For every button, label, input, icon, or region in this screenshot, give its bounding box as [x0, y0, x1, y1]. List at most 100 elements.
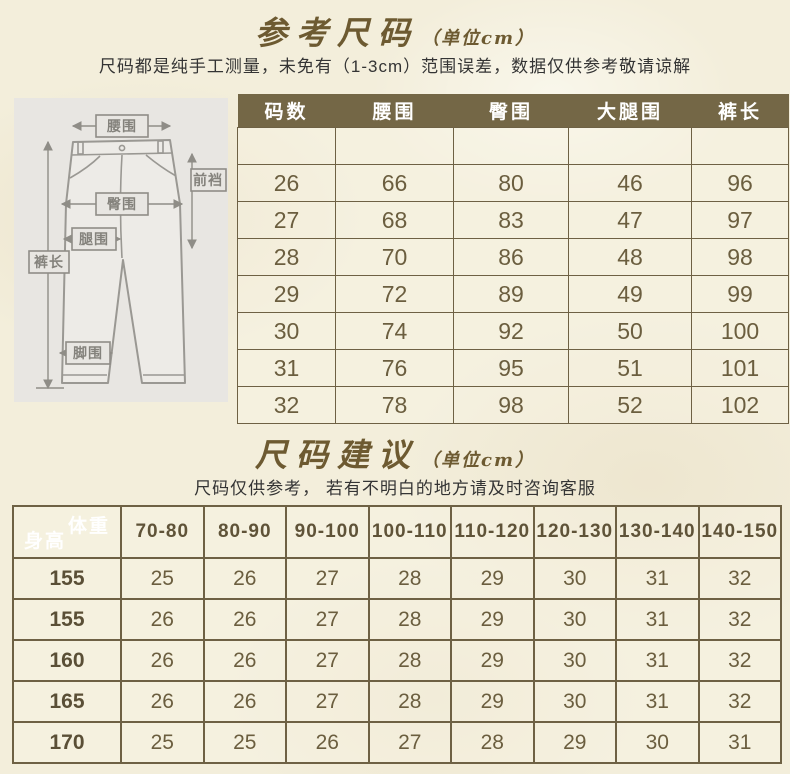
table-cell: [237, 127, 336, 165]
table-row: 160 26 26 27 28 29 30 31 32: [12, 639, 782, 682]
size-reference-table: 码数 腰围 臀围 大腿围 裤长 26 66 80 46 96 27 68 83 47 97 28 70…: [237, 94, 789, 424]
height-row-header: 165: [12, 680, 122, 723]
waistband-line: [70, 152, 174, 156]
table-cell: 27: [285, 639, 370, 682]
table-cell: 29: [532, 721, 617, 764]
table-cell: 28: [367, 680, 452, 723]
table-row: 165 26 26 27 28 29 30 31 32: [12, 680, 782, 723]
table-row: 32 78 98 52 102: [237, 386, 789, 424]
table-cell: 27: [237, 201, 336, 239]
table-cell: 66: [335, 164, 454, 202]
height-weight-table: 体重 身高 70-80 80-90 90-100 100-110 110-120…: [12, 505, 782, 764]
table-cell: 28: [237, 238, 336, 276]
leg-opening-label: 脚围: [73, 345, 103, 361]
table-cell: 95: [453, 349, 569, 387]
table-cell: 26: [285, 721, 370, 764]
weight-table-header-row: 体重 身高 70-80 80-90 90-100 100-110 110-120…: [12, 505, 782, 559]
belt-loop: [157, 140, 164, 154]
table-cell: 27: [285, 680, 370, 723]
table-row: 30 74 92 50 100: [237, 312, 789, 350]
table-cell: 101: [691, 349, 789, 387]
table-cell: 98: [691, 238, 789, 276]
table-cell: 49: [568, 275, 692, 313]
table-cell: 31: [697, 721, 782, 764]
table-cell: 89: [453, 275, 569, 313]
table-cell: 47: [568, 201, 692, 239]
table-row: 155 26 26 27 28 29 30 31 32: [12, 598, 782, 641]
table-row: [237, 127, 789, 165]
table-cell: 27: [367, 721, 452, 764]
hip-label-box: [95, 192, 149, 216]
length-label-box: [28, 250, 70, 274]
table-cell: 30: [237, 312, 336, 350]
table-cell: 92: [453, 312, 569, 350]
table-cell: 27: [285, 557, 370, 600]
size-table-header-row: 码数 腰围 臀围 大腿围 裤长: [237, 94, 789, 128]
table-cell: 32: [237, 386, 336, 424]
waist-label: 腰围: [106, 118, 137, 134]
table-row: 29 72 89 49 99: [237, 275, 789, 313]
table-row: 31 76 95 51 101: [237, 349, 789, 387]
table-cell: 98: [453, 386, 569, 424]
table-row: 28 70 86 48 98: [237, 238, 789, 276]
weight-range-header: 70-80: [120, 505, 205, 559]
table-row: 170 25 25 26 27 28 29 30 31: [12, 721, 782, 764]
table-cell: 26: [202, 598, 287, 641]
weight-range-header: 140-150: [697, 505, 782, 559]
size-suggestion-subtitle: 尺码仅供参考， 若有不明白的地方请及时咨询客服: [194, 479, 596, 498]
weight-range-header: 120-130: [532, 505, 617, 559]
table-cell: 26: [120, 680, 205, 723]
table-cell: 32: [697, 598, 782, 641]
leg-opening-label-box: [65, 341, 111, 365]
table-cell: 96: [691, 164, 789, 202]
table-cell: 30: [532, 598, 617, 641]
table-cell: 29: [450, 680, 535, 723]
table-cell: 29: [450, 557, 535, 600]
table-cell: 30: [532, 639, 617, 682]
weight-range-header: 80-90: [202, 505, 287, 559]
belt-loop: [77, 141, 84, 155]
table-cell: 78: [335, 386, 454, 424]
size-table-header: 码数: [237, 94, 336, 128]
reference-size-unit: （单位cm）: [421, 28, 536, 49]
table-row: 155 25 26 27 28 29 30 31 32: [12, 557, 782, 600]
hip-label: 臀围: [107, 196, 137, 212]
weight-range-header: 100-110: [367, 505, 452, 559]
table-cell: 99: [691, 275, 789, 313]
table-cell: 26: [202, 639, 287, 682]
height-corner-label: 身高: [24, 531, 67, 552]
table-cell: [568, 127, 692, 165]
table-cell: 50: [568, 312, 692, 350]
size-table-header: 臀围: [453, 94, 569, 128]
table-cell: 31: [615, 680, 700, 723]
table-row: 27 68 83 47 97: [237, 201, 789, 239]
table-cell: 26: [120, 639, 205, 682]
weight-range-header: 110-120: [450, 505, 535, 559]
height-row-header: 170: [12, 721, 122, 764]
height-row-header: 155: [12, 598, 122, 641]
table-cell: 31: [615, 557, 700, 600]
table-cell: 97: [691, 201, 789, 239]
table-cell: 30: [532, 680, 617, 723]
thigh-label: 腿围: [79, 231, 109, 247]
table-cell: 29: [450, 639, 535, 682]
table-cell: 72: [335, 275, 454, 313]
table-cell: 28: [367, 557, 452, 600]
table-cell: 100: [691, 312, 789, 350]
table-row: 26 66 80 46 96: [237, 164, 789, 202]
table-cell: 86: [453, 238, 569, 276]
weight-corner-label: 体重: [67, 516, 110, 537]
table-cell: [453, 127, 569, 165]
size-table-header: 腰围: [335, 94, 454, 128]
table-cell: 80: [453, 164, 569, 202]
right-pocket: [145, 154, 177, 177]
table-cell: 29: [450, 598, 535, 641]
table-cell: 74: [335, 312, 454, 350]
table-cell: 76: [335, 349, 454, 387]
table-cell: 32: [697, 557, 782, 600]
size-suggestion-unit: （单位cm）: [421, 450, 536, 471]
reference-size-subtitle: 尺码都是纯手工测量，未免有（1-3cm）范围误差，数据仅供参考敬请谅解: [98, 57, 692, 76]
table-cell: 31: [615, 598, 700, 641]
weight-range-header: 90-100: [285, 505, 370, 559]
table-cell: 32: [697, 639, 782, 682]
